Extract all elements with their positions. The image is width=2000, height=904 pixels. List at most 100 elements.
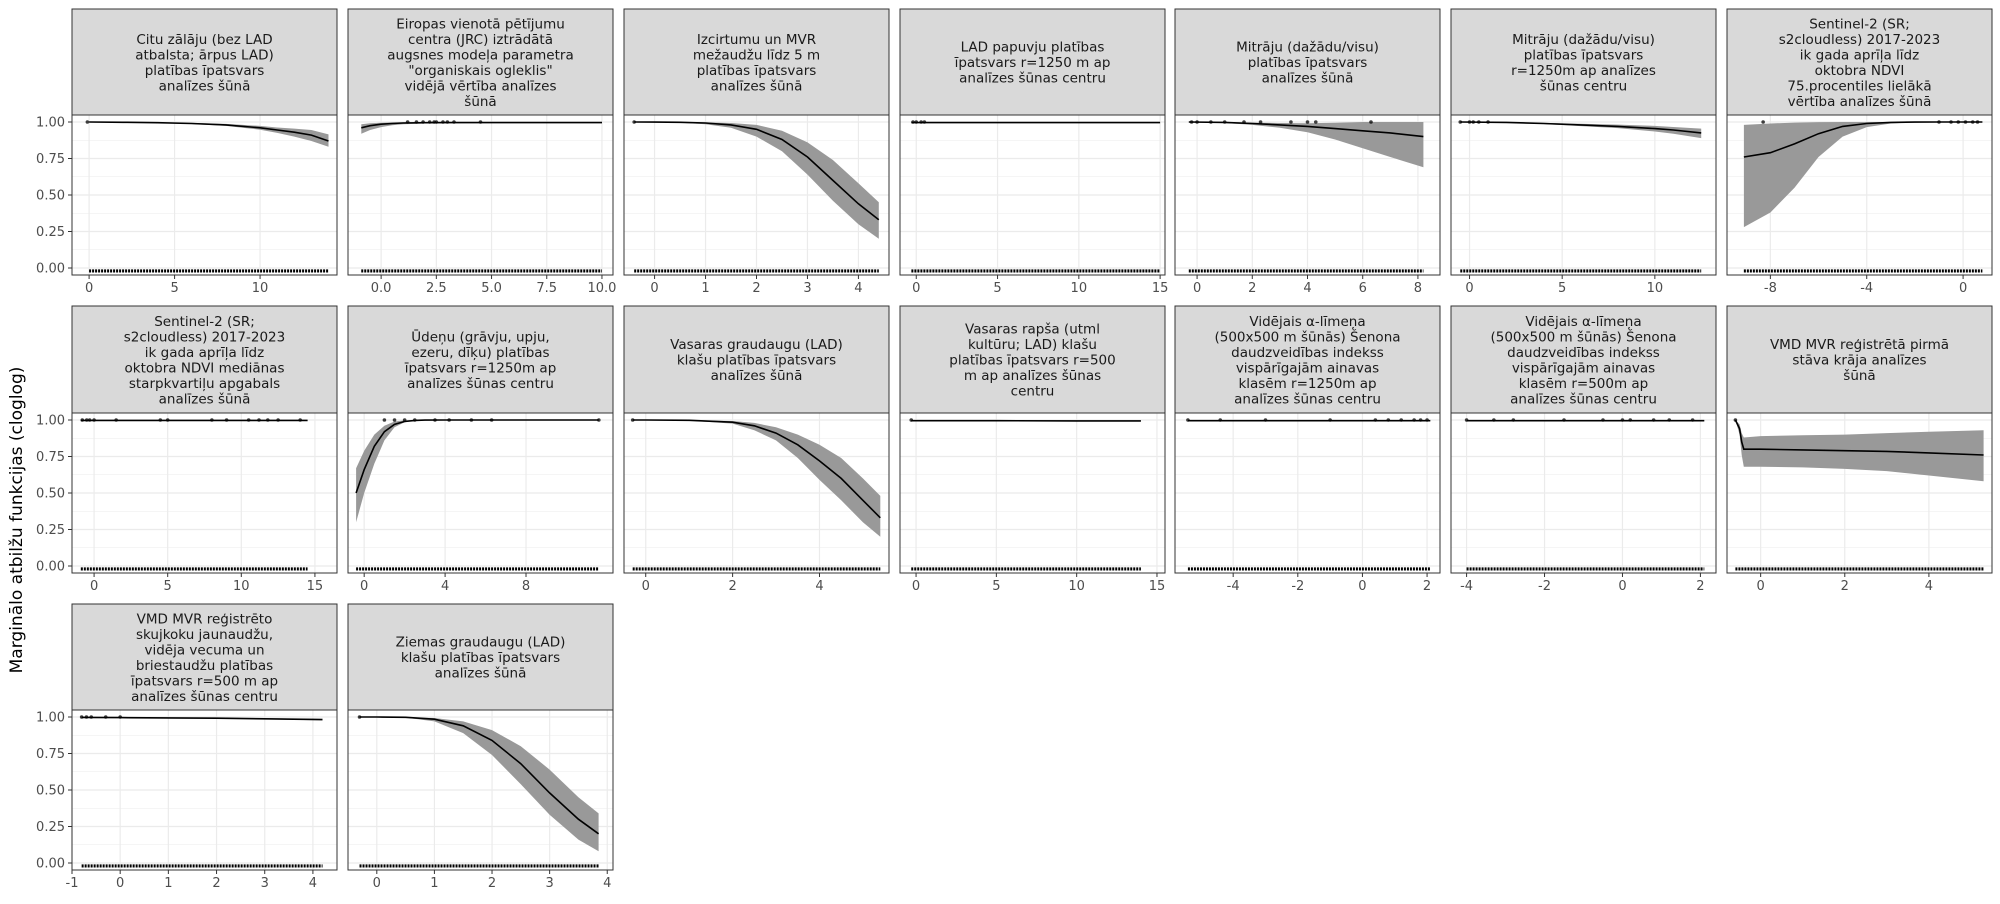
presence-point [383, 418, 387, 422]
y-tick-label: 0.50 [36, 487, 65, 502]
x-tick-label: 2.5 [426, 281, 447, 296]
panel-title-line: šūnā [1843, 368, 1875, 384]
panel-title-line: Ziemas graudaugu (LAD) [396, 635, 566, 651]
panel-title-line: Sentinel-2 (SR; [1809, 16, 1910, 32]
panel-title-line: platības īpatsvars [145, 63, 265, 79]
x-tick-label: 0 [642, 579, 650, 594]
x-tick-label: 15 [1152, 281, 1169, 296]
x-tick-label: 0 [1757, 579, 1765, 594]
presence-point [81, 418, 85, 422]
x-tick-label: 1 [701, 281, 709, 296]
presence-point [225, 418, 229, 422]
x-tick-label: 4 [441, 579, 449, 594]
x-tick-label: 15 [1149, 579, 1166, 594]
presence-point [631, 418, 635, 422]
x-tick-label: 0 [1358, 579, 1366, 594]
panel-9: Ūdeņu (grāvju, upju,ezeru, dīķu) platība… [348, 306, 613, 594]
panel-title-line: oktobra NDVI [1815, 63, 1905, 79]
presence-point [1949, 120, 1953, 124]
presence-point [358, 715, 362, 719]
x-tick-label: 10 [233, 579, 250, 594]
y-tick-label: 0.00 [36, 857, 65, 872]
presence-point [276, 418, 280, 422]
presence-point [1971, 120, 1975, 124]
x-tick-label: 2 [728, 579, 736, 594]
panel-title-line: centra (JRC) iztrādātā [408, 32, 553, 48]
x-tick-label: -4 [1227, 579, 1240, 594]
panel-title-line: vispārīgajām ainavas [1236, 360, 1379, 376]
presence-point [1964, 120, 1968, 124]
x-tick-label: 0 [373, 876, 381, 891]
panel-title-line: analīzes šūnas centru [131, 689, 278, 705]
presence-point [428, 120, 432, 124]
presence-point [118, 715, 122, 719]
x-tick-label: 0 [912, 579, 920, 594]
panel-title-line: Ūdeņu (grāvju, upju, [411, 328, 549, 345]
x-tick-label: -1 [66, 876, 79, 891]
panel-title-line: platības īpatsvars [1524, 47, 1644, 63]
presence-point [1190, 120, 1194, 124]
presence-point [266, 418, 270, 422]
presence-point [1691, 418, 1695, 422]
x-tick-label: 3 [803, 281, 811, 296]
presence-point [1458, 120, 1462, 124]
panel-title-line: vispārīgajām ainavas [1512, 360, 1655, 376]
presence-point [1412, 418, 1416, 422]
panel-title-line: mežaudžu līdz 5 m [693, 47, 820, 63]
panel-title-line: centru [1011, 384, 1055, 400]
x-tick-label: 5 [170, 281, 178, 296]
panel-title-line: augsnes modeļa parametra [387, 47, 573, 63]
y-tick-label: 0.00 [36, 560, 65, 575]
presence-point [1761, 120, 1765, 124]
presence-point [1386, 418, 1390, 422]
presence-point [1976, 120, 1980, 124]
panel-title-line: analīzes šūnā [1262, 71, 1354, 87]
presence-point [911, 120, 915, 124]
panel-title-line: LAD papuvju platības [961, 40, 1105, 56]
panel-title-line: 75.procentiles lielākā [1787, 78, 1931, 94]
x-tick-label: 10 [252, 281, 269, 296]
panel-title-line: atbalsta; ārpus LAD) [135, 47, 274, 63]
panel-title-line: stāva krāja analīzes [1792, 353, 1926, 369]
presence-point [406, 120, 410, 124]
presence-point [1512, 418, 1516, 422]
x-tick-label: 2 [488, 876, 496, 891]
y-tick-label: 0.75 [36, 450, 65, 465]
presence-point [159, 418, 163, 422]
x-tick-label: 0 [912, 281, 920, 296]
presence-point [1218, 418, 1222, 422]
x-tick-label: 8 [522, 579, 530, 594]
panel-title-line: šūnas centru [1540, 78, 1627, 94]
presence-point [433, 418, 437, 422]
x-tick-label: 0 [1618, 579, 1626, 594]
panel-8: Sentinel-2 (SR;s2cloudless) 2017-2023ik … [36, 306, 337, 594]
x-tick-label: 4 [815, 579, 823, 594]
presence-point [1259, 120, 1263, 124]
x-tick-label: 7.5 [536, 281, 557, 296]
presence-point [114, 418, 118, 422]
panel-title-line: vidēja vecuma un [144, 642, 264, 658]
presence-point [1468, 120, 1472, 124]
panel-title-line: šūnā [464, 94, 496, 110]
x-tick-label: 0 [1193, 281, 1201, 296]
x-tick-label: 0 [360, 579, 368, 594]
presence-point [1486, 120, 1490, 124]
presence-point [415, 120, 419, 124]
x-tick-label: 10 [1647, 281, 1664, 296]
presence-point [1667, 418, 1671, 422]
panel-10: Vasaras graudaugu (LAD)klašu platības īp… [624, 306, 889, 594]
panel-title-line: "organiskais ogleklis" [408, 63, 552, 79]
x-tick-label: 2 [1841, 579, 1849, 594]
panel-title-line: īpatsvars r=1250 m ap [954, 55, 1111, 71]
presence-point [1492, 418, 1496, 422]
panel-title-line: klasēm r=500m ap [1519, 376, 1649, 392]
panel-title-line: oktobra NDVI mediānas [125, 360, 285, 376]
panel-title-line: ezeru, dīķu) platības [411, 345, 549, 361]
presence-point [403, 418, 407, 422]
panel-title-line: Vasaras rapša (utml [965, 322, 1100, 338]
